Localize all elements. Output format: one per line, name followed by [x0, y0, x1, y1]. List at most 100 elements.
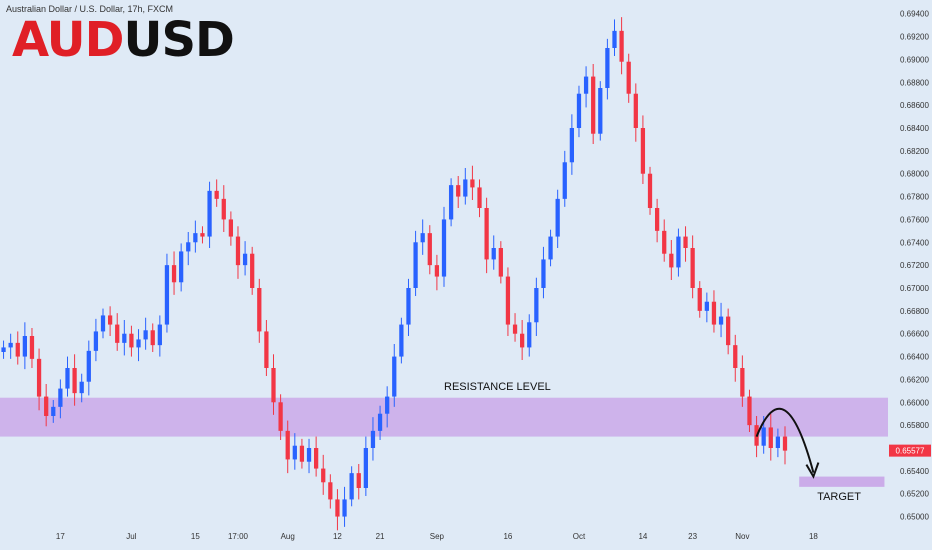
candle [733, 334, 738, 382]
candle [221, 185, 226, 232]
candle [250, 246, 255, 295]
projection-arrow [755, 407, 815, 473]
candle [164, 253, 170, 333]
candle [122, 320, 127, 356]
candle [58, 379, 63, 419]
y-tick-label: 0.66200 [900, 375, 929, 384]
x-tick-label: 21 [376, 532, 385, 541]
candle [463, 168, 468, 205]
y-tick-label: 0.66000 [900, 398, 929, 407]
candle [44, 384, 49, 427]
candle [36, 348, 42, 411]
candle [541, 246, 546, 299]
candle [498, 241, 503, 284]
candle [100, 308, 106, 339]
x-tick-label: 17 [56, 532, 65, 541]
candle [264, 320, 269, 376]
candle [65, 356, 70, 397]
candle [22, 322, 27, 370]
candle [612, 19, 617, 56]
candle [782, 426, 788, 465]
candle [640, 115, 646, 184]
candle [413, 230, 418, 296]
candle [669, 240, 674, 280]
candle [342, 486, 347, 527]
candle [93, 318, 99, 362]
candle [150, 323, 155, 352]
x-tick-label: 15 [191, 532, 200, 541]
x-tick-label: Oct [573, 532, 586, 541]
candle [107, 306, 113, 336]
candle [740, 355, 745, 407]
candle [1, 340, 6, 359]
logo-quote: USD [123, 12, 235, 68]
y-tick-label: 0.66800 [900, 307, 929, 316]
y-tick-label: 0.69200 [900, 33, 929, 42]
candle [136, 329, 141, 362]
candle [747, 389, 752, 432]
candle [278, 394, 283, 440]
candle [157, 315, 162, 357]
y-tick-label: 0.67400 [900, 238, 929, 247]
pair-logo: AUDUSD [12, 16, 235, 64]
candle [690, 235, 695, 299]
candle [484, 197, 489, 274]
candle [512, 313, 518, 342]
current-price-tag: 0.65577 [889, 444, 931, 457]
y-tick-label: 0.66400 [900, 353, 929, 362]
y-tick-label: 0.67800 [900, 193, 929, 202]
candle [633, 83, 638, 142]
price-tag-text: 0.65577 [896, 447, 925, 456]
candle [718, 302, 724, 338]
candle [200, 226, 205, 244]
candle [683, 226, 688, 262]
x-axis: 17 Jul 15 17:00 Aug 12 21 Sep 16 Oct 14 23 Nov 18 [56, 532, 818, 541]
candle [456, 176, 461, 208]
candle [292, 433, 297, 470]
candle [654, 198, 660, 243]
candle [406, 278, 411, 336]
symbol-info: Australian Dollar / U.S. Dollar, 17h, FX… [6, 4, 174, 14]
arrow-head [805, 462, 820, 479]
price-tag-bg [889, 444, 931, 457]
x-tick-label: Sep [430, 532, 445, 541]
candle [477, 179, 482, 218]
candle [711, 290, 717, 333]
candle [306, 438, 312, 474]
candle [15, 331, 20, 365]
candle [399, 317, 404, 364]
candle [86, 340, 91, 396]
candle [676, 228, 681, 277]
x-tick-label: 18 [809, 532, 818, 541]
candle [285, 420, 290, 474]
candle [555, 189, 560, 248]
candle [115, 313, 120, 351]
y-tick-label: 0.67600 [900, 215, 929, 224]
candle [29, 328, 35, 368]
candle [448, 178, 454, 227]
x-tick-label: 17:00 [228, 532, 249, 541]
y-tick-label: 0.69400 [900, 10, 929, 19]
candles [1, 17, 788, 531]
candle [619, 17, 624, 75]
candle [235, 226, 241, 279]
candle [583, 66, 589, 108]
candle [8, 333, 13, 359]
candle [534, 277, 539, 336]
candle [328, 474, 333, 509]
candle [768, 413, 773, 461]
candle [527, 314, 532, 357]
logo-base: AUD [12, 12, 124, 68]
resistance-label: RESISTANCE LEVEL [444, 380, 551, 393]
candle [605, 38, 610, 100]
candle [242, 241, 248, 276]
candle [214, 179, 219, 207]
y-tick-label: 0.68800 [900, 78, 929, 87]
zones [0, 397, 888, 487]
candle [257, 278, 262, 343]
candle [79, 373, 84, 403]
candle [726, 308, 731, 355]
x-tick-label: Aug [281, 532, 295, 541]
y-tick-label: 0.69000 [900, 55, 929, 64]
